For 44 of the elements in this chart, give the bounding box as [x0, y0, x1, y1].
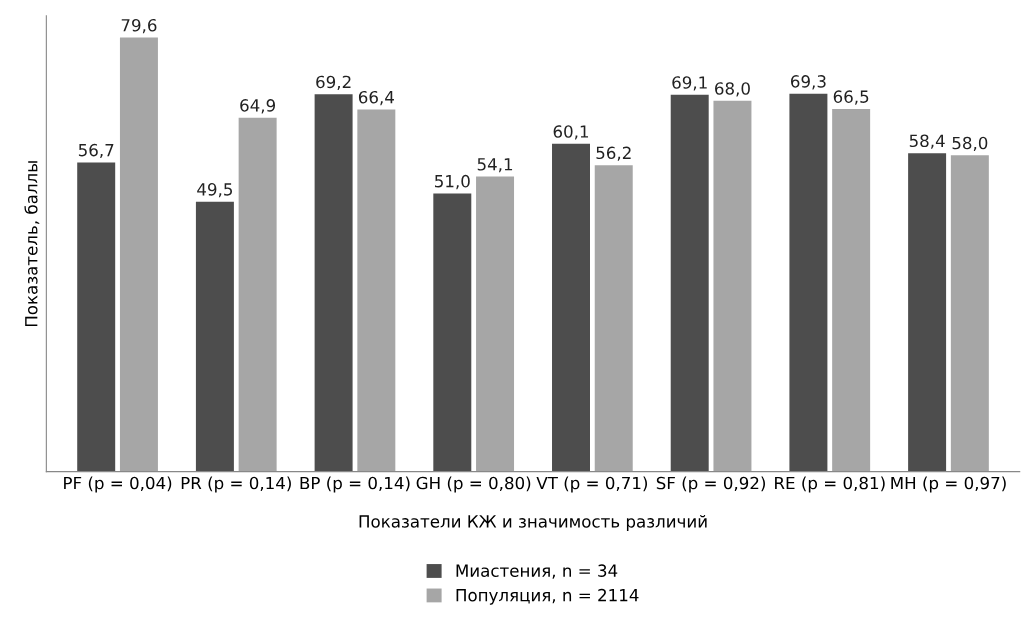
bar	[238, 117, 277, 472]
bar	[433, 193, 472, 472]
data-label: 66,5	[833, 90, 869, 105]
bar	[908, 153, 947, 472]
bar	[789, 93, 828, 472]
x-tick-label: BP (p = 0,14)	[300, 476, 410, 493]
legend-label: Популяция, n = 2114	[456, 588, 639, 605]
data-label: 58,0	[952, 136, 988, 152]
data-label: 51,0	[435, 174, 470, 190]
data-label: 79,6	[121, 18, 157, 34]
data-label: 58,4	[909, 134, 945, 149]
bar	[713, 100, 752, 472]
x-tick-label: SF (p = 0,92)	[656, 476, 765, 493]
bar	[670, 94, 709, 472]
data-label: 56,2	[596, 146, 631, 161]
x-tick-label: MH (p = 0,97)	[891, 476, 1006, 493]
data-label: 68,0	[715, 82, 750, 97]
bar	[950, 155, 989, 472]
x-tick-label: RE (p = 0,81)	[775, 476, 885, 493]
y-axis-title: Показатель, баллы	[24, 161, 40, 327]
x-tick-label: GH (p = 0,80)	[416, 476, 531, 493]
x-tick-label: VT (p = 0,71)	[536, 476, 648, 493]
data-label: 69,1	[672, 76, 707, 91]
data-label: 54,1	[477, 158, 513, 173]
x-tick-label: PF (p = 0,04)	[64, 476, 172, 493]
bar	[594, 165, 633, 472]
data-label: 56,7	[78, 143, 114, 159]
bar	[119, 37, 158, 472]
bar	[314, 94, 353, 472]
bar	[195, 201, 234, 472]
data-label: 66,4	[358, 90, 394, 106]
x-axis-title: Показатели КЖ и значимость различий	[359, 514, 707, 531]
bar	[476, 176, 515, 472]
data-label: 64,9	[240, 99, 276, 114]
data-label: 49,5	[197, 183, 233, 198]
bar	[832, 108, 871, 472]
data-label: 60,1	[553, 125, 589, 140]
bar	[552, 143, 590, 472]
data-label: 69,2	[316, 75, 351, 90]
bar	[357, 109, 396, 472]
data-label: 69,3	[791, 75, 826, 90]
x-tick-label: PR (p = 0,14)	[181, 476, 291, 493]
bar	[77, 162, 116, 472]
legend-label: Миастения, n = 34	[456, 564, 618, 579]
